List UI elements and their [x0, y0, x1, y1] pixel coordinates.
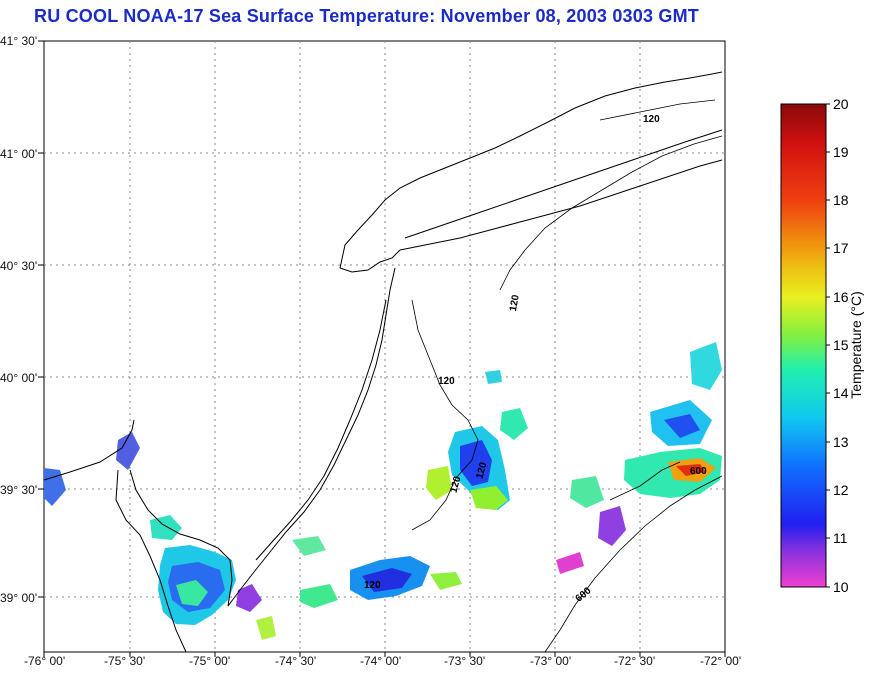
sst-patch-small-a [485, 370, 502, 384]
colorbar-label-10: 10 [833, 579, 849, 595]
sst-patch-east-mid [570, 476, 604, 508]
sst-patch-delaware-green [176, 580, 208, 606]
sst-patch-shelf-west [300, 584, 338, 608]
lon-label-73-30: -73° 30' [444, 654, 486, 668]
coastline [43, 71, 723, 653]
sst-patch-shelf-mid [292, 536, 326, 556]
lat-label-39-30: 39° 30' [0, 483, 38, 497]
isobath-label: 600 [574, 585, 594, 604]
axis-ticks [38, 40, 726, 657]
sst-patch-east-small [556, 552, 584, 574]
colorbar-label-14: 14 [833, 385, 849, 401]
colorbar-label-16: 16 [833, 289, 849, 305]
colorbar [780, 103, 827, 588]
map-title: RU COOL NOAA-17 Sea Surface Temperature:… [34, 6, 699, 26]
sst-patch-shelf-south [256, 616, 276, 640]
colorbar-label-17: 17 [833, 240, 849, 256]
sst-patch-hudson-west [426, 466, 452, 500]
lat-label-41-30: 41° 30' [0, 34, 38, 48]
lon-label-75-30: -75° 30' [104, 654, 146, 668]
lat-label-39-00: 39° 00' [0, 591, 38, 605]
isobath-label: 120 [364, 580, 381, 591]
sst-data [44, 342, 722, 640]
isobath-label: 600 [690, 466, 707, 477]
sst-patch-east-south [598, 506, 626, 546]
colorbar-label-18: 18 [833, 192, 849, 208]
lon-label-72-30: -72° 30' [614, 654, 656, 668]
sst-patch-delaware-north [150, 515, 182, 540]
sst-patch-east-ne [690, 342, 722, 390]
colorbar-label-13: 13 [833, 434, 849, 450]
colorbar-label-12: 12 [833, 482, 849, 498]
sst-patch-bay-west [44, 468, 66, 506]
lon-label-76-00: -76° 00' [24, 654, 66, 668]
colorbar-label-15: 15 [833, 337, 849, 353]
sst-patch-shelf-center-core [362, 568, 412, 592]
isobath-label: 120 [438, 376, 455, 387]
sst-patch-bay-upper [116, 432, 140, 470]
isobath-label: 120 [508, 294, 522, 313]
colorbar-label-19: 19 [833, 144, 849, 160]
lat-label-40-00: 40° 00' [0, 371, 38, 385]
colorbar-title: Temperature (°C) [848, 291, 864, 399]
sst-patch-east-hot [676, 464, 706, 476]
isobath-label: 120 [475, 461, 490, 480]
isobath-label: 120 [643, 114, 660, 125]
colorbar-ticks [826, 103, 830, 588]
isobaths [411, 99, 723, 653]
lat-label-40-30: 40° 30' [0, 259, 38, 273]
lon-label-73-00: -73° 00' [530, 654, 572, 668]
sst-patch-delaware-south [236, 584, 262, 612]
sst-patch-hudson-canyon-green [470, 486, 508, 510]
lon-label-75-00: -75° 00' [189, 654, 231, 668]
sst-patch-hudson-east [500, 408, 528, 440]
lat-label-41-00: 41° 00' [0, 147, 38, 161]
lon-label-74-00: -74° 00' [360, 654, 402, 668]
sst-patch-shelf-east [430, 572, 462, 590]
isobath-labels: 120 120 120 120 120 120 600 600 [364, 114, 707, 605]
isobath-label: 120 [449, 475, 464, 494]
sst-patch-east-north-core [664, 414, 700, 438]
lon-label-74-30: -74° 30' [275, 654, 317, 668]
lon-label-72-00: -72° 00' [700, 654, 742, 668]
sst-patch-hudson-canyon-core [460, 440, 492, 486]
colorbar-label-11: 11 [833, 530, 848, 546]
colorbar-label-20: 20 [833, 96, 849, 112]
